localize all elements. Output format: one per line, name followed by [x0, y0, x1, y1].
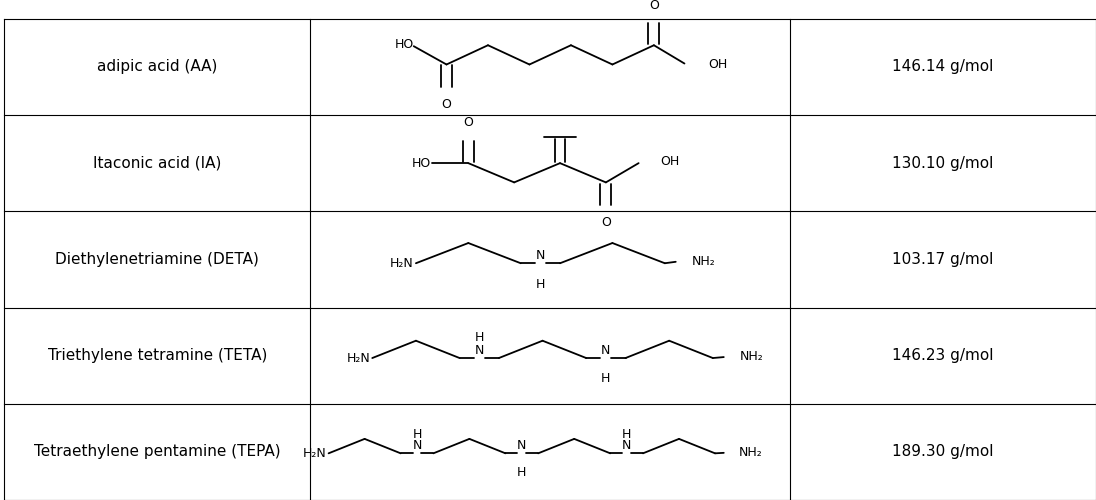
Text: NH₂: NH₂ — [739, 446, 763, 459]
Text: H: H — [536, 278, 545, 290]
Text: N: N — [536, 249, 545, 262]
Text: O: O — [442, 98, 452, 111]
Text: O: O — [649, 0, 659, 12]
Text: 189.30 g/mol: 189.30 g/mol — [892, 444, 994, 460]
Text: OH: OH — [661, 155, 680, 168]
Text: N: N — [602, 344, 610, 356]
Text: 103.17 g/mol: 103.17 g/mol — [892, 252, 994, 267]
Text: NH₂: NH₂ — [692, 256, 716, 268]
Text: OH: OH — [708, 58, 728, 71]
Text: HO: HO — [412, 156, 431, 170]
Text: 130.10 g/mol: 130.10 g/mol — [892, 156, 994, 170]
Text: H: H — [517, 466, 526, 479]
Text: H: H — [621, 428, 631, 441]
Text: H₂N: H₂N — [390, 256, 414, 270]
Text: Diethylenetriamine (DETA): Diethylenetriamine (DETA) — [55, 252, 259, 267]
Text: Triethylene tetramine (TETA): Triethylene tetramine (TETA) — [47, 348, 267, 363]
Text: 146.14 g/mol: 146.14 g/mol — [892, 60, 994, 74]
Text: N: N — [517, 439, 526, 452]
Text: HO: HO — [395, 38, 414, 52]
Text: N: N — [412, 439, 422, 452]
Text: N: N — [475, 344, 484, 356]
Text: 146.23 g/mol: 146.23 g/mol — [892, 348, 994, 363]
Text: H: H — [475, 330, 484, 344]
Text: Itaconic acid (IA): Itaconic acid (IA) — [93, 156, 221, 170]
Text: N: N — [621, 439, 631, 452]
Text: H: H — [412, 428, 422, 441]
Text: Tetraethylene pentamine (TEPA): Tetraethylene pentamine (TEPA) — [34, 444, 281, 460]
Text: H: H — [602, 372, 610, 386]
Text: adipic acid (AA): adipic acid (AA) — [98, 60, 217, 74]
Text: O: O — [601, 216, 610, 229]
Text: H₂N: H₂N — [302, 447, 327, 460]
Text: H₂N: H₂N — [346, 352, 370, 364]
Text: O: O — [464, 116, 473, 130]
Text: NH₂: NH₂ — [740, 350, 764, 363]
